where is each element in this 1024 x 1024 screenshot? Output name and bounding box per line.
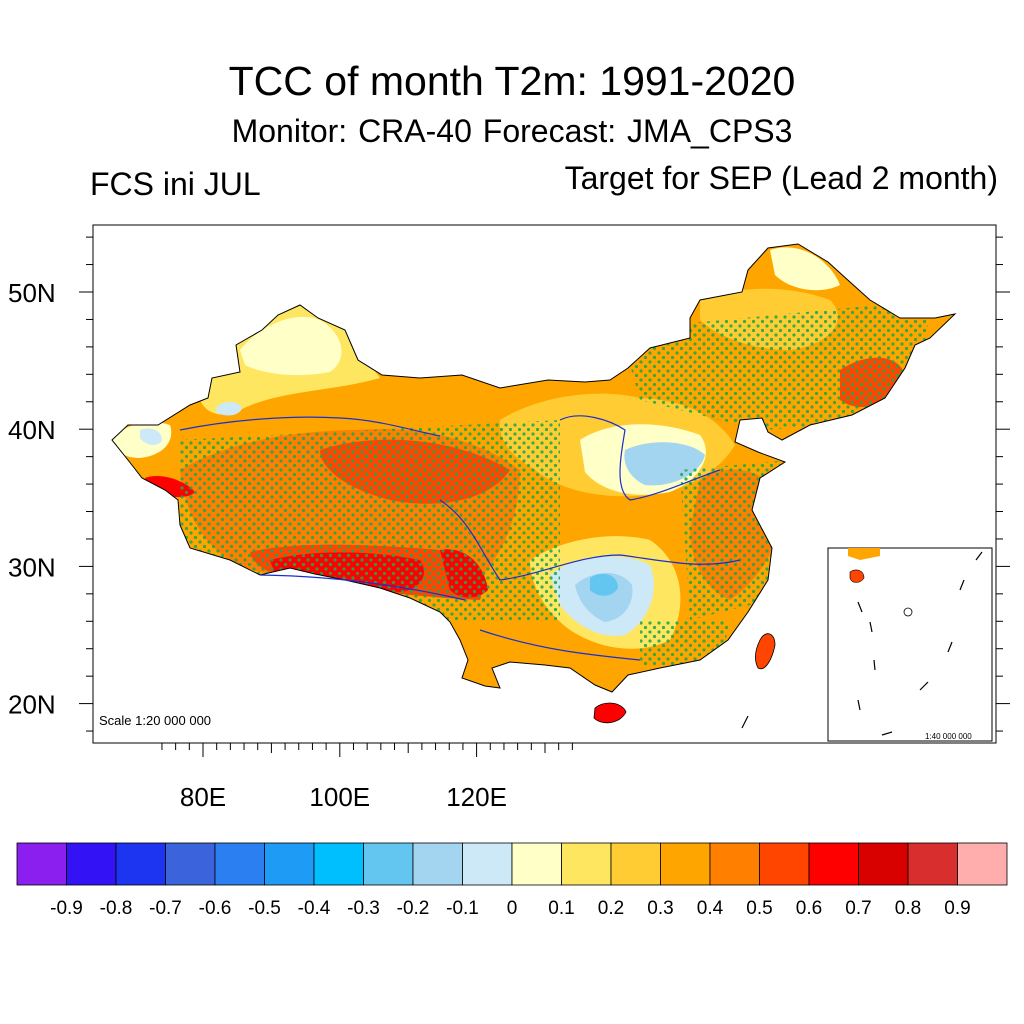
- main-dash: [741, 715, 749, 729]
- field-nw-blue: [216, 402, 242, 416]
- colorbar-box: [412, 842, 463, 886]
- taiwan: [755, 633, 776, 670]
- inset-islands: [903, 607, 913, 617]
- inset-coast: [848, 548, 880, 560]
- colorbar-box: [561, 842, 612, 886]
- plot-subtitle: Monitor: CRA-40 Forecast: JMA_CPS3: [231, 113, 793, 149]
- colorbar-label: 0.9: [944, 898, 970, 919]
- colorbar-box: [511, 842, 562, 886]
- stipple-northeast: [620, 300, 930, 430]
- lat-tick-label: 30N: [8, 552, 56, 582]
- colorbar-box: [808, 842, 859, 886]
- colorbar-box: [660, 842, 711, 886]
- colorbar-label: -0.8: [100, 898, 133, 919]
- colorbar-label: -0.2: [397, 898, 430, 919]
- river-yellow: [559, 415, 721, 501]
- colorbar-label: -0.5: [248, 898, 281, 919]
- river-yangtze: [439, 499, 741, 581]
- field-nw-cream: [240, 316, 342, 376]
- colorbar-box: [214, 842, 265, 886]
- latitude-ticks: 50N 40N 30N 20N: [8, 236, 1010, 732]
- field-central-blue-core: [590, 573, 618, 596]
- lat-tick-label: 20N: [8, 690, 56, 720]
- plot-title: TCC of month T2m: 1991-2020: [228, 58, 796, 104]
- colorbar-box: [709, 842, 760, 886]
- lon-tick-label: 100E: [309, 782, 370, 812]
- lat-tick-label: 40N: [8, 415, 56, 445]
- scale-label: Scale 1:20 000 000: [99, 713, 211, 728]
- inset-hainan: [849, 569, 865, 583]
- colorbar-label: 0.1: [548, 898, 574, 919]
- colorbar-box: [115, 842, 166, 886]
- colorbar-label: 0.6: [796, 898, 822, 919]
- colorbar-box: [264, 842, 315, 886]
- colorbar-box: [462, 842, 513, 886]
- field-west-blue: [140, 428, 162, 446]
- river-yarlung: [259, 574, 466, 601]
- colorbar-box: [165, 842, 216, 886]
- init-month-label: FCS ini JUL: [90, 166, 261, 202]
- stipple-south: [640, 620, 730, 665]
- colorbar-label: 0.5: [746, 898, 772, 919]
- colorbar-box: [313, 842, 364, 886]
- river-tarim: [179, 416, 441, 437]
- colorbar-box: [610, 842, 661, 886]
- colorbar-label: -0.9: [50, 898, 83, 919]
- colorbar-label: 0.4: [697, 898, 724, 919]
- colorbar-label: -0.1: [446, 898, 479, 919]
- lon-tick-label: 80E: [180, 782, 226, 812]
- colorbar-label: 0.2: [598, 898, 624, 919]
- nine-dash-line: [857, 551, 983, 736]
- inset-scale-label: 1:40 000 000: [925, 732, 972, 741]
- colorbar-boxes: [16, 842, 1008, 886]
- colorbar-label: -0.3: [347, 898, 380, 919]
- lon-tick-label: 120E: [446, 782, 507, 812]
- colorbar-label: -0.7: [149, 898, 182, 919]
- colorbar-box: [363, 842, 414, 886]
- river-pearl: [479, 629, 641, 661]
- colorbar-box: [16, 842, 67, 886]
- colorbar-label: 0.3: [647, 898, 673, 919]
- stipple-west: [180, 420, 560, 620]
- colorbar-box: [66, 842, 117, 886]
- colorbar-label: 0.8: [895, 898, 921, 919]
- target-label: Target for SEP (Lead 2 month): [564, 160, 998, 196]
- colorbar-label: 0: [507, 898, 518, 919]
- lat-tick-label: 50N: [8, 278, 56, 308]
- colorbar-label: -0.4: [298, 898, 331, 919]
- colorbar-box: [907, 842, 958, 886]
- colorbar-label: -0.6: [199, 898, 232, 919]
- colorbar-box: [759, 842, 810, 886]
- field-ne-cream: [770, 247, 840, 291]
- colorbar-label: 0.7: [845, 898, 871, 919]
- field-central-blue: [575, 572, 633, 622]
- hainan: [593, 702, 627, 724]
- colorbar-labels: -0.9 -0.8 -0.7 -0.6 -0.5 -0.4 -0.3 -0.2 -0.1 0 0.1…: [50, 898, 971, 919]
- colorbar-box: [858, 842, 909, 886]
- colorbar-box: [957, 842, 1008, 886]
- longitude-ticks: 80E 100E 120E: [161, 743, 573, 812]
